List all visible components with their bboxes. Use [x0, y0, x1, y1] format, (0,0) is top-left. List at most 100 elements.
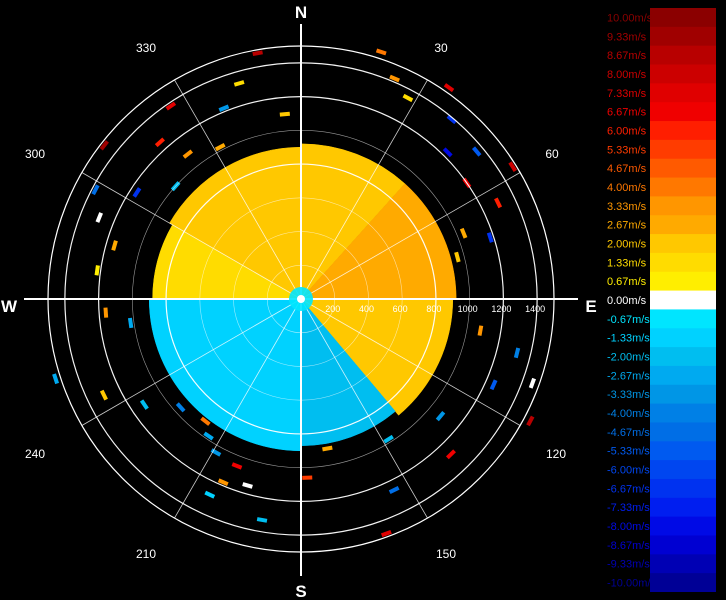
velocity-echoes — [52, 48, 536, 538]
velocity-gate — [459, 227, 468, 239]
angle-label-300: 300 — [25, 147, 45, 161]
velocity-gate — [165, 101, 177, 111]
velocity-gate — [127, 317, 134, 329]
velocity-sector — [300, 298, 454, 416]
azimuth-spoke — [300, 298, 428, 519]
velocity-gate — [175, 402, 186, 413]
velocity-gate — [388, 486, 400, 495]
legend-swatch — [650, 309, 716, 329]
legend-label: -5.33m/s — [607, 446, 650, 458]
legend-swatch — [650, 158, 716, 179]
legend-swatch — [650, 554, 716, 574]
velocity-sector — [300, 183, 457, 300]
velocity-gate — [210, 448, 222, 457]
velocity-gate — [402, 93, 414, 103]
radar-velocity-display: N E S W 30 60 120 150 210 240 300 330 20… — [1, 3, 597, 600]
velocity-gate — [494, 197, 503, 209]
range-label: 1000 — [458, 304, 478, 314]
range-labels: 200 400 600 800 1000 1200 1400 — [325, 304, 545, 314]
legend-label: 10.00m/s — [607, 12, 653, 24]
legend-label: 5.33m/s — [607, 144, 647, 156]
velocity-gate — [513, 347, 521, 359]
legend-label: 4.67m/s — [607, 163, 647, 175]
velocity-gate — [214, 142, 226, 152]
cardinal-east-label: E — [585, 297, 596, 316]
velocity-gate — [526, 415, 535, 427]
velocity-gate — [528, 377, 536, 389]
legend-swatch — [650, 83, 716, 103]
velocity-gate — [217, 478, 229, 486]
legend-swatch — [650, 347, 716, 367]
radar-center — [289, 287, 313, 311]
velocity-gate — [380, 529, 392, 538]
velocity-gate — [445, 449, 456, 460]
legend-label: -8.00m/s — [607, 521, 650, 533]
legend-label: -2.67m/s — [607, 370, 650, 382]
velocity-gate — [139, 399, 149, 410]
velocity-gate — [383, 434, 394, 444]
velocity-gate — [389, 74, 400, 83]
angle-label-30: 30 — [434, 41, 448, 55]
legend-swatch — [650, 102, 716, 122]
legend-swatch — [650, 196, 716, 216]
velocity-gate — [252, 50, 263, 57]
velocity-gate — [486, 232, 494, 243]
legend-label: -0.67m/s — [607, 314, 650, 326]
legend-label: 9.33m/s — [607, 31, 647, 43]
velocity-gate — [154, 137, 165, 148]
legend-label: 0.00m/s — [607, 295, 647, 307]
velocity-color-legend: 10.00m/s 9.33m/s 8.67m/s 8.00m/s 7.33m/s 6.67… — [607, 8, 716, 592]
range-label: 1400 — [525, 304, 545, 314]
angle-label-60: 60 — [545, 147, 559, 161]
legend-swatch — [650, 290, 716, 310]
legend-swatch — [650, 535, 716, 555]
angle-label-150: 150 — [436, 547, 456, 561]
velocity-gate — [435, 410, 446, 422]
legend-swatch — [650, 497, 716, 518]
range-label: 800 — [426, 304, 441, 314]
velocity-gate — [111, 240, 118, 251]
velocity-gate — [489, 379, 498, 391]
velocity-gate — [446, 114, 457, 125]
velocity-gate — [95, 212, 103, 223]
legend-label: -2.00m/s — [607, 352, 650, 364]
cardinal-north-label: N — [295, 3, 307, 22]
legend-label: -6.67m/s — [607, 483, 650, 495]
legend-swatch — [650, 328, 716, 348]
velocity-gate — [322, 445, 333, 452]
range-label: 200 — [325, 304, 340, 314]
velocity-sector — [300, 298, 396, 446]
legend-swatch — [650, 177, 716, 197]
velocity-gate — [231, 462, 243, 470]
velocity-gate — [94, 265, 100, 276]
velocity-gate — [508, 161, 518, 173]
legend-label: 0.67m/s — [607, 276, 647, 288]
velocity-gate — [477, 325, 484, 336]
velocity-gate — [99, 389, 108, 401]
radar-site-marker — [297, 295, 305, 303]
legend-label: -4.00m/s — [607, 408, 650, 420]
azimuth-spoke — [81, 298, 302, 426]
velocity-gate — [242, 482, 253, 489]
legend-swatch — [650, 215, 716, 235]
velocity-gate — [454, 251, 461, 263]
velocity-gate — [132, 187, 142, 198]
legend-swatch — [650, 478, 716, 499]
legend-label: 4.00m/s — [607, 182, 647, 194]
velocity-gate — [233, 80, 245, 87]
velocity-gate — [375, 48, 387, 56]
legend-label: 8.67m/s — [607, 50, 647, 62]
angle-label-240: 240 — [25, 447, 45, 461]
legend-label: 6.67m/s — [607, 107, 647, 119]
legend-swatch — [650, 26, 716, 47]
velocity-gate — [443, 83, 455, 93]
legend-swatch — [650, 573, 716, 592]
legend-label: -3.33m/s — [607, 389, 650, 401]
velocity-gate — [218, 104, 230, 112]
legend-swatch — [650, 460, 716, 480]
legend-swatch — [650, 8, 716, 28]
legend-swatch — [650, 252, 716, 273]
legend-label: 6.00m/s — [607, 125, 647, 137]
velocity-gate — [471, 146, 482, 157]
velocity-gate — [256, 517, 268, 523]
